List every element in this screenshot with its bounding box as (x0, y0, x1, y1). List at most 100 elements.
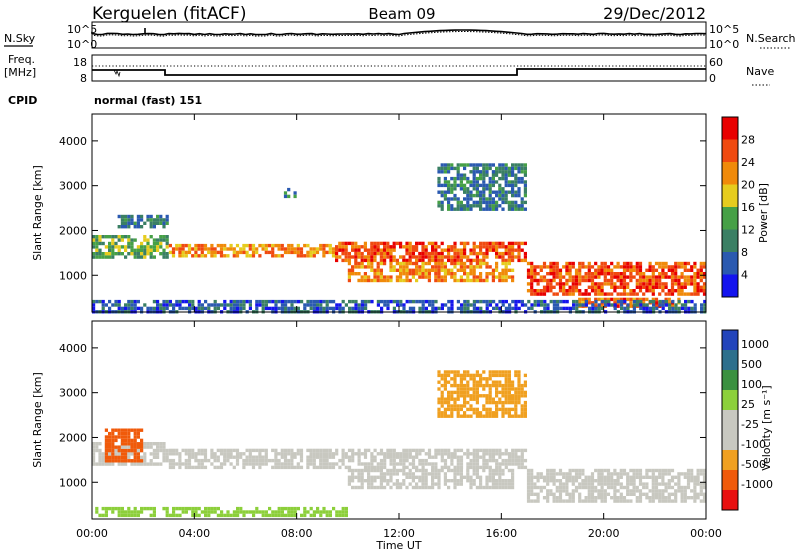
cpid-label: CPID (8, 94, 37, 107)
velocity-cell (92, 452, 96, 456)
power-cell (475, 166, 479, 171)
power-cell (456, 299, 460, 304)
velocity-cell (399, 458, 403, 463)
power-cell (219, 247, 224, 251)
velocity-cell (472, 397, 476, 401)
velocity-cell (325, 448, 329, 453)
velocity-cell (418, 479, 422, 483)
power-cell (293, 194, 297, 199)
velocity-cell (220, 510, 224, 514)
power-cell (277, 247, 281, 251)
velocity-cell (216, 448, 220, 453)
power-cell (143, 255, 147, 259)
velocity-cell (200, 458, 204, 463)
power-cell (652, 299, 656, 304)
velocity-colorbar-tick: -100 (741, 438, 766, 451)
power-cell (443, 176, 447, 181)
velocity-cell (610, 485, 614, 490)
power-cell (136, 252, 140, 256)
power-cell (466, 241, 470, 246)
velocity-cell (235, 448, 240, 453)
velocity-cell (140, 506, 144, 511)
power-cell (555, 292, 559, 296)
velocity-cell (498, 370, 502, 374)
power-cell (639, 303, 643, 307)
power-cell (415, 241, 419, 246)
velocity-cell (587, 479, 591, 483)
velocity-cell (443, 387, 447, 391)
velocity-cell (587, 485, 591, 490)
velocity-cell (674, 475, 678, 479)
power-cell (475, 180, 479, 184)
power-cell (172, 306, 176, 311)
velocity-cell (667, 485, 671, 490)
velocity-cell (312, 455, 316, 459)
velocity-cell (408, 455, 412, 459)
power-cell (405, 251, 409, 256)
power-cell (328, 247, 332, 251)
power-cell (472, 258, 476, 263)
velocity-cell (290, 452, 294, 456)
power-cell (450, 275, 454, 279)
velocity-cell (491, 479, 495, 483)
velocity-cell (191, 452, 195, 456)
velocity-cell (475, 390, 479, 395)
power-cell (606, 292, 611, 296)
velocity-cell (511, 479, 515, 483)
power-cell (360, 261, 364, 266)
power-cell (523, 251, 527, 256)
power-cell (690, 278, 694, 283)
power-cell (479, 190, 483, 194)
velocity-cell (463, 370, 467, 374)
power-cell (165, 255, 169, 259)
velocity-cell (251, 462, 256, 466)
velocity-cell (149, 513, 153, 518)
velocity-cell (111, 431, 115, 436)
power-cell (380, 299, 384, 304)
velocity-cell (290, 455, 294, 459)
nsearch-tick-top: 10^5 (709, 23, 739, 36)
power-cell (677, 297, 681, 302)
power-cell (299, 254, 304, 258)
power-cell (488, 180, 492, 184)
velocity-cell (395, 452, 400, 456)
velocity-cell (498, 465, 502, 470)
power-cell (504, 197, 508, 201)
power-cell (597, 265, 601, 269)
power-cell (156, 303, 160, 307)
velocity-colorbar-swatch (722, 450, 738, 471)
power-cell (610, 303, 614, 307)
power-cell (120, 238, 124, 242)
velocity-cell (629, 482, 633, 486)
power-cell (159, 238, 163, 242)
velocity-cell (389, 479, 393, 483)
velocity-cell (504, 407, 508, 412)
power-cell (469, 207, 473, 211)
power-cell (594, 292, 598, 296)
x-tick-label: 12:00 (383, 527, 415, 540)
power-cell (453, 176, 457, 181)
velocity-cell (197, 462, 201, 466)
power-cell (670, 268, 675, 272)
velocity-cell (453, 468, 457, 473)
power-cell (386, 255, 390, 259)
velocity-cell (187, 455, 192, 459)
power-cell (328, 299, 332, 304)
power-cell (287, 243, 291, 248)
velocity-cell (667, 479, 671, 483)
power-cell (520, 258, 524, 263)
velocity-cell (552, 496, 556, 500)
power-cell (584, 297, 588, 302)
velocity-cell (341, 513, 345, 518)
velocity-cell (351, 448, 355, 453)
power-cell (504, 251, 508, 256)
power-cell (475, 187, 479, 191)
power-cell (472, 245, 476, 249)
power-cell (379, 248, 383, 252)
power-cell (283, 247, 288, 251)
velocity-cell (450, 377, 454, 381)
power-cell (197, 254, 201, 258)
power-cell (485, 197, 489, 201)
power-cell (140, 248, 144, 252)
nave-label: Nave (746, 65, 774, 78)
